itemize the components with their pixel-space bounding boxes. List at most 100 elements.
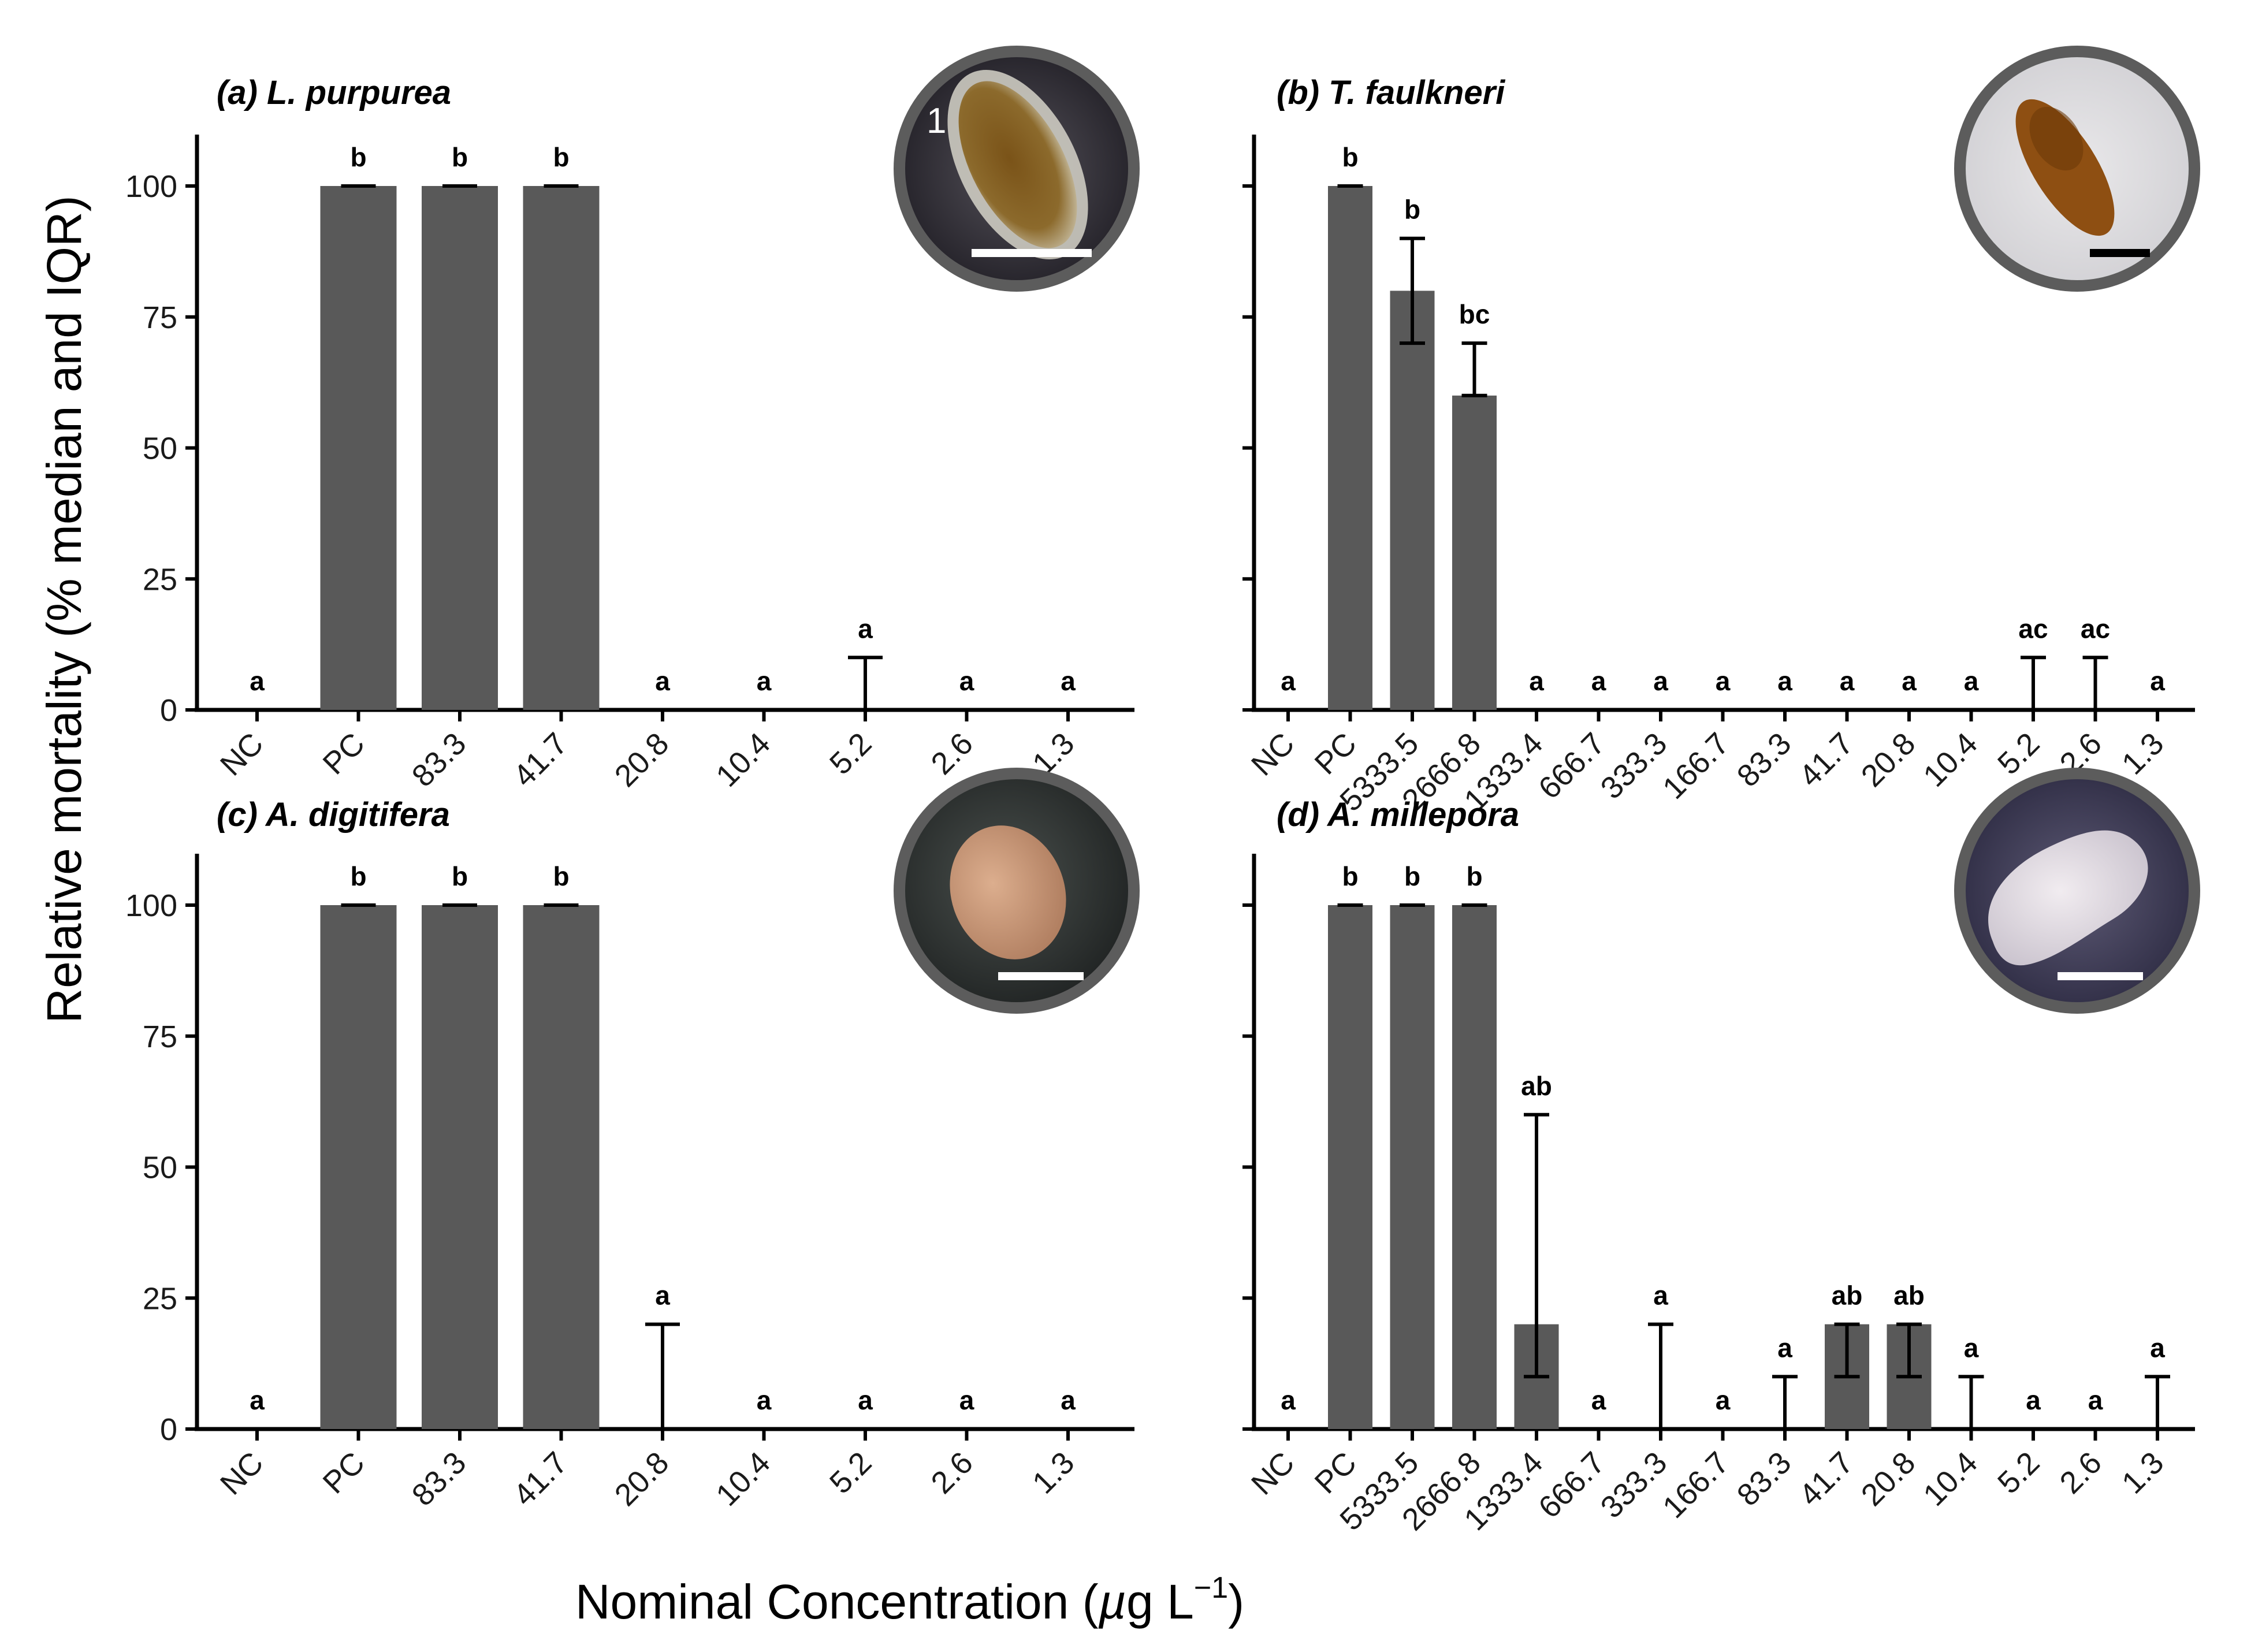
y-tick-label: 75 [143,300,177,335]
panel-d-inset-photo [1954,768,2200,1014]
significance-letter: a [1964,1333,1979,1363]
bar [320,186,397,710]
significance-letter: a [1061,1385,1076,1415]
significance-letter: b [350,142,366,172]
x-tick-label: PC [317,726,371,781]
x-tick-label: 20.8 [608,726,676,794]
bar [1452,395,1497,710]
bar [1328,186,1372,710]
significance-letter: b [350,861,366,891]
significance-letter: a [1964,666,1979,696]
significance-letter: a [757,666,772,696]
significance-letter: a [2150,1333,2165,1363]
panel-b-chart: (b) T. faulkneri NC PC5333.52666.81333.46… [1242,46,2200,818]
panel-a-chart: (a) L. purpurea 0 25 50 75 100 NC PC 83.3 41.7 2… [125,46,1140,794]
x-tick-label: 20.8 [1855,1445,1922,1513]
significance-letter: a [1281,1385,1296,1415]
significance-letter: a [1902,666,1917,696]
bar [422,905,498,1429]
x-tick-label: 333.3 [1594,726,1674,806]
significance-letter: a [959,1385,974,1415]
x-tick-label: 2.6 [924,1445,980,1501]
significance-letter: b [1404,861,1420,891]
x-tick-label: 166.7 [1656,1445,1736,1525]
panel-d-photo-border [1954,768,2200,1014]
y-tick-label: 0 [160,1412,177,1447]
y-tick-label: 75 [143,1020,177,1054]
panel-b-larva-shade [2029,106,2084,171]
bar [523,186,600,710]
x-tick-label: 10.4 [709,726,777,794]
x-tick-label: 10.4 [1917,1445,1984,1513]
significance-letter: b [1404,195,1420,225]
x-axis-title-unit: g L [1126,1575,1194,1629]
significance-letter: a [655,1281,670,1311]
x-tick-label: 83.3 [1731,1445,1798,1513]
x-tick-label: 666.7 [1532,1445,1612,1525]
x-tick-label: NC [1245,1445,1301,1502]
x-tick-label: 10.4 [1917,726,1984,794]
x-tick-label: 83.3 [405,1445,473,1513]
significance-letter: a [250,666,265,696]
panel-d-title: (d) A. millepora [1277,796,1519,834]
y-axis-title: Relative mortality (% median and IQR) [37,195,91,1023]
significance-letter: a [1591,1385,1606,1415]
x-tick-label: 10.4 [709,1445,777,1513]
x-tick-label: NC [214,1445,270,1502]
bar [422,186,498,710]
x-tick-label: 41.7 [1792,1445,1860,1513]
panel-d-chart: (d) A. millepora NC PC5333.52666.81333.46… [1242,768,2200,1537]
panel-b-title: (b) T. faulkneri [1277,74,1506,111]
significance-letter: b [553,861,569,891]
x-tick-label: 5.2 [823,1445,879,1501]
significance-letter: a [1529,666,1544,696]
panel-d-larva-body [1988,830,2148,966]
x-tick-label: NC [1245,726,1301,783]
significance-letter: a [1716,1385,1731,1415]
panel-c-chart: (c) A. digitifera 0 25 50 75 100 NC PC 83.3 41.… [125,768,1140,1513]
x-tick-label: 20.8 [608,1445,676,1513]
panel-c-title: (c) A. digitifera [217,796,450,834]
x-tick-label: 1.3 [1026,1445,1081,1501]
x-tick-label: 5.2 [1991,1445,2047,1501]
significance-letter: a [2088,1385,2103,1415]
bar [320,905,397,1429]
significance-letter: a [1281,666,1296,696]
significance-letter: a [1840,666,1855,696]
significance-letter: b [452,861,468,891]
significance-letter: a [1653,666,1668,696]
x-tick-label: 5.2 [1991,726,2047,782]
significance-letter: a [1061,666,1076,696]
panel-a-photo-border [894,46,1140,292]
x-axis-title-close: ) [1228,1575,1244,1629]
significance-letter: b [1342,861,1358,891]
panel-b-photo-border [1954,46,2200,292]
x-tick-label: 333.3 [1594,1445,1674,1525]
x-tick-label: 2.6 [2053,1445,2108,1501]
panel-b-inset-photo [1954,46,2200,292]
y-tick-label: 0 [160,693,177,728]
panel-c-inset-photo [894,768,1140,1014]
x-tick-label: NC [214,726,270,783]
x-tick-label: 166.7 [1656,726,1736,806]
x-tick-label: 1.3 [2115,1445,2171,1501]
y-tick-label: 100 [125,888,177,923]
significance-letter: b [452,142,468,172]
significance-letter: a [655,666,670,696]
significance-letter: a [250,1385,265,1415]
x-tick-label: 83.3 [405,726,473,794]
x-tick-label: 666.7 [1532,726,1612,806]
significance-letter: a [1591,666,1606,696]
bar [1390,905,1435,1429]
x-tick-label: 41.7 [1792,726,1860,794]
significance-letter: a [959,666,974,696]
significance-letter: a [1716,666,1731,696]
significance-letter: ab [1893,1281,1925,1311]
x-axis-title-exponent: −1 [1194,1571,1228,1605]
x-tick-label: 83.3 [1731,726,1798,794]
x-axis-title: Nominal Concentration (µg L−1) [575,1571,1244,1629]
x-tick-label: 2.6 [924,726,980,782]
significance-letter: a [757,1385,772,1415]
significance-letter: b [1342,142,1358,172]
